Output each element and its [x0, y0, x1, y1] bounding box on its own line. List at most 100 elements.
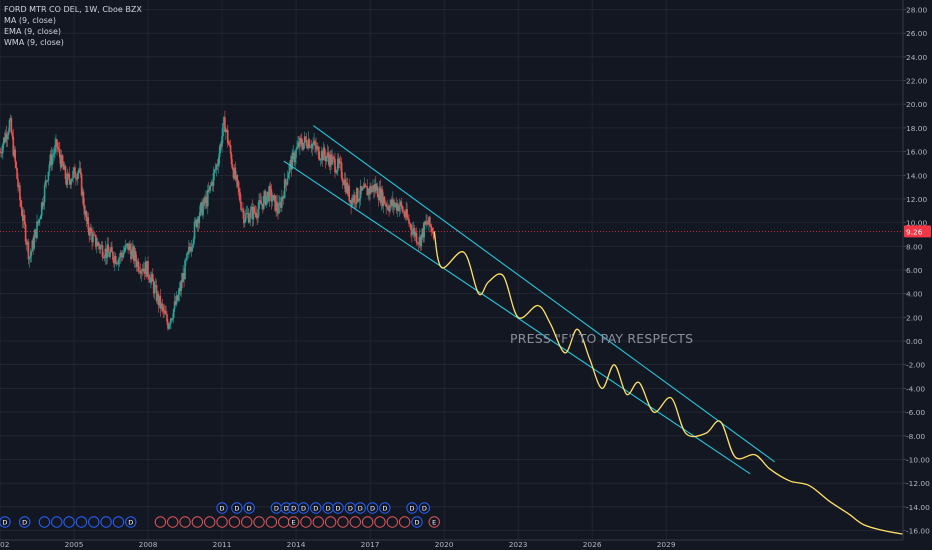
channel-lower-line[interactable]	[283, 160, 751, 475]
candle-body	[317, 146, 319, 148]
candle-body	[54, 144, 56, 154]
dividend-marker[interactable]	[297, 502, 310, 514]
earnings-marker[interactable]	[386, 516, 398, 528]
candle-body	[141, 270, 144, 271]
candle-body	[136, 261, 139, 267]
earnings-marker[interactable]	[300, 516, 312, 528]
earnings-marker[interactable]	[154, 516, 167, 528]
earnings-marker[interactable]	[204, 516, 216, 528]
legend-symbol[interactable]: FORD MTR CO DEL, 1W, Cboe BZX	[4, 5, 142, 14]
candle-body	[247, 212, 250, 223]
y-tick-label: 2.00	[906, 313, 923, 322]
earnings-marker[interactable]	[179, 516, 191, 528]
candle-body	[132, 246, 135, 261]
dividend-marker[interactable]	[51, 516, 63, 528]
earnings-marker[interactable]	[374, 516, 386, 528]
candle-body	[77, 173, 79, 180]
dividend-marker[interactable]	[38, 516, 51, 528]
dividend-marker[interactable]	[112, 516, 125, 528]
earnings-marker[interactable]	[349, 516, 361, 528]
dividend-marker[interactable]	[366, 502, 379, 514]
candle-body	[219, 144, 221, 154]
earnings-marker[interactable]	[278, 516, 290, 528]
candle-body	[330, 154, 332, 165]
earnings-marker[interactable]	[337, 516, 349, 528]
earnings-marker[interactable]	[287, 516, 300, 528]
dividend-marker-label: D	[247, 505, 252, 513]
dividend-marker[interactable]	[75, 516, 88, 528]
candle-body	[183, 273, 185, 280]
candle-body	[179, 287, 182, 291]
dividend-marker[interactable]	[406, 502, 418, 514]
dividend-marker[interactable]	[125, 516, 137, 528]
dividend-marker-label: D	[422, 505, 427, 513]
dividend-marker[interactable]	[18, 516, 31, 528]
candle-body	[334, 159, 336, 173]
legend-ma[interactable]: MA (9, close)	[4, 16, 56, 25]
candle-body	[272, 195, 275, 201]
y-tick-label: -8.00	[906, 432, 925, 441]
candle-body	[292, 152, 295, 154]
dividend-marker[interactable]	[332, 502, 344, 514]
candle-body	[341, 177, 344, 183]
legend-ema[interactable]: EMA (9, close)	[4, 27, 61, 36]
candle-body	[388, 209, 390, 212]
candle-body	[282, 196, 285, 199]
drawings[interactable]	[0, 125, 904, 535]
candle-body	[178, 287, 181, 295]
event-markers[interactable]: D D D D D D D D D D D D D D D DD D D E D E	[0, 502, 440, 528]
candle-body	[250, 206, 253, 210]
candle-body	[370, 186, 372, 193]
candle-body	[295, 149, 297, 158]
candle-body	[53, 153, 55, 156]
candle-body	[355, 188, 358, 204]
earnings-marker[interactable]	[228, 516, 241, 528]
candle-body	[297, 142, 299, 147]
earnings-marker[interactable]	[167, 516, 179, 528]
earnings-marker[interactable]	[265, 516, 278, 528]
candle-body	[132, 246, 134, 250]
candle-body	[244, 220, 246, 224]
dividend-marker[interactable]	[411, 516, 423, 528]
candle-body	[275, 201, 277, 211]
earnings-marker[interactable]	[428, 516, 440, 528]
dividend-marker[interactable]	[231, 502, 243, 514]
event-marker-label: D	[414, 519, 419, 527]
earnings-marker[interactable]	[312, 516, 324, 528]
dividend-marker[interactable]	[418, 502, 431, 514]
y-tick-label: 28.00	[906, 5, 927, 14]
dividend-marker[interactable]	[243, 502, 255, 514]
candle-body	[396, 204, 399, 211]
candle-body	[64, 166, 67, 179]
legend-wma[interactable]: WMA (9, close)	[4, 38, 64, 47]
channel-upper-line[interactable]	[313, 125, 776, 463]
earnings-marker[interactable]	[241, 516, 253, 528]
dividend-marker[interactable]	[354, 502, 366, 514]
dividend-marker[interactable]	[216, 502, 228, 514]
y-tick-label: -6.00	[906, 408, 925, 417]
dividend-marker[interactable]	[100, 516, 112, 528]
projection-path[interactable]	[433, 231, 904, 535]
earnings-marker[interactable]	[216, 516, 228, 528]
dividend-marker[interactable]	[63, 516, 75, 528]
dividend-marker[interactable]	[310, 502, 322, 514]
earnings-marker[interactable]	[398, 516, 411, 528]
candle-body	[9, 118, 12, 121]
candle-body	[319, 159, 322, 161]
earnings-marker[interactable]	[361, 516, 374, 528]
candle-body	[131, 249, 133, 260]
candle-body	[429, 216, 431, 226]
candle-body	[420, 234, 423, 247]
candle-body	[289, 160, 292, 165]
dividend-marker[interactable]	[0, 516, 11, 528]
dividend-marker[interactable]	[379, 502, 391, 514]
candle-body	[147, 261, 149, 275]
candle-body	[245, 213, 248, 214]
dividend-marker[interactable]	[88, 516, 100, 528]
earnings-marker[interactable]	[253, 516, 265, 528]
earnings-marker[interactable]	[324, 516, 337, 528]
candle-body	[243, 210, 245, 224]
earnings-marker[interactable]	[191, 516, 204, 528]
candle-body	[281, 196, 284, 198]
